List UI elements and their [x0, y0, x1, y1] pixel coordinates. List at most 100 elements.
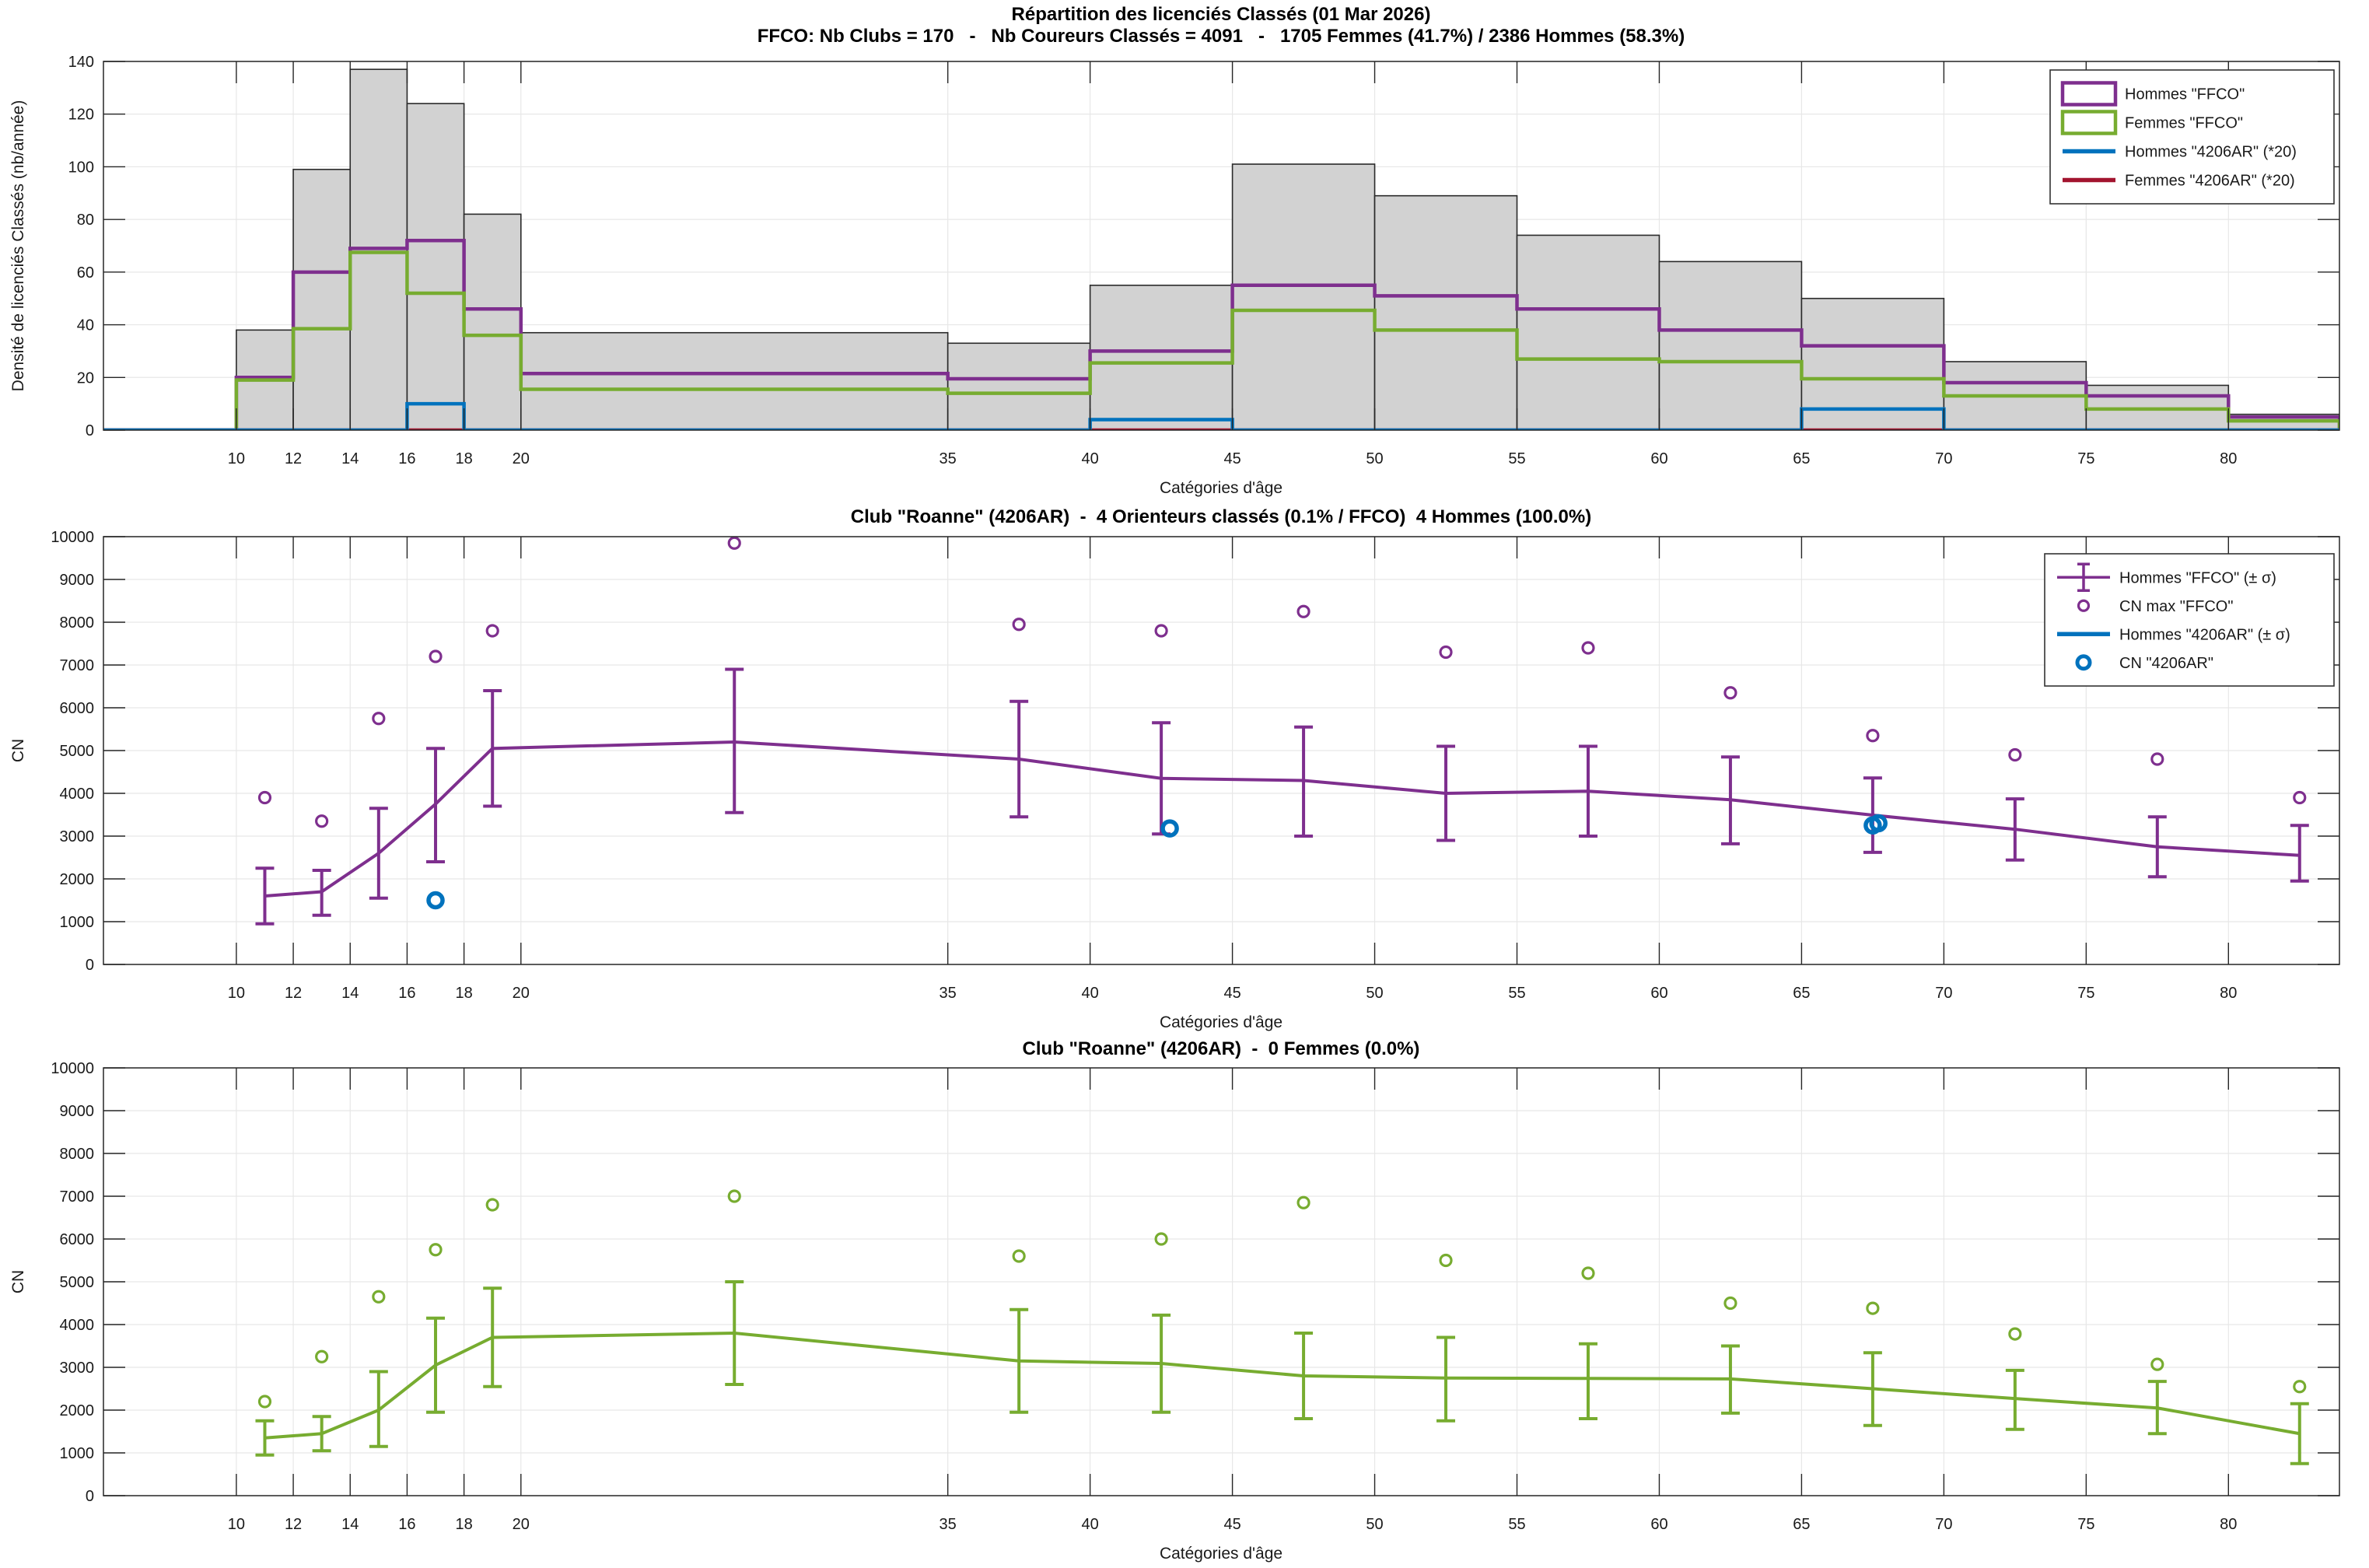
y-tick-label: 4000	[60, 1317, 95, 1334]
legend-label: Hommes "FFCO"	[2125, 86, 2245, 103]
chart2-title: Club "Roanne" (4206AR) - 4 Orienteurs cl…	[851, 506, 1591, 527]
legend-label: Hommes "4206AR" (± σ)	[2119, 626, 2290, 643]
step-line	[103, 250, 2339, 430]
x-tick-label: 40	[1082, 450, 1099, 467]
x-tick-label: 50	[1366, 985, 1383, 1002]
y-tick-label: 120	[68, 107, 94, 124]
hommes-cn-plot: 10 12 14 16 18 20 35 40 45 50 55 60 65 70 75 80 0 1000 200…	[51, 529, 2340, 1002]
chart1-subtitle: FFCO: Nb Clubs = 170 - Nb Coureurs Class…	[758, 26, 1685, 47]
legend-label: Hommes "4206AR" (*20)	[2125, 144, 2297, 161]
y-tick-label: 4000	[60, 786, 95, 803]
x-tick-label: 55	[1508, 985, 1525, 1002]
cn-max-marker	[2008, 1327, 2022, 1341]
club-cn-marker	[1160, 819, 1179, 838]
chart1-title: Répartition des licenciés Classés (01 Ma…	[1012, 4, 1431, 25]
x-tick-label: 55	[1508, 450, 1525, 467]
femmes-cn-plot: 10 12 14 16 18 20 35 40 45 50 55 60 65 70 75 80 0 1000 200…	[51, 1060, 2340, 1533]
legend-rect-glyph	[2060, 81, 2118, 107]
x-tick-label: 18	[455, 985, 472, 1002]
y-tick-label: 1000	[60, 1445, 95, 1462]
x-tick-label: 16	[398, 450, 415, 467]
x-tick-label: 12	[285, 985, 302, 1002]
y-tick-label: 0	[86, 957, 94, 974]
x-tick-label: 14	[341, 450, 359, 467]
x-tick-label: 35	[940, 450, 957, 467]
y-tick-label: 3000	[60, 828, 95, 845]
cn-max-marker	[1439, 1253, 1453, 1268]
y-tick-label: 40	[77, 317, 94, 334]
legend-box	[2044, 553, 2335, 687]
y-tick-label: 5000	[60, 743, 95, 760]
y-tick-label: 60	[77, 264, 94, 282]
histogram-bar	[947, 342, 1091, 430]
chart1-xlabel: Catégories d'âge	[1160, 479, 1282, 497]
y-tick-label: 1000	[60, 914, 95, 931]
cn-max-marker	[1723, 686, 1737, 700]
x-tick-label: 10	[228, 985, 245, 1002]
x-tick-label: 45	[1223, 985, 1240, 1002]
histogram-bar	[520, 331, 949, 430]
x-tick-label: 60	[1650, 450, 1667, 467]
y-tick-label: 80	[77, 212, 94, 229]
histogram-bar	[292, 169, 352, 430]
x-tick-label: 10	[228, 450, 245, 467]
histogram-bar	[1089, 284, 1233, 430]
chart3-xlabel: Catégories d'âge	[1160, 1545, 1282, 1563]
chart2-ylabel: CN	[9, 739, 27, 762]
y-tick-label: 140	[68, 54, 94, 71]
cn-max-marker	[2293, 790, 2307, 805]
x-tick-label: 20	[513, 450, 530, 467]
histogram-bar	[463, 213, 522, 430]
x-tick-label: 75	[2077, 450, 2094, 467]
x-tick-label: 50	[1366, 1516, 1383, 1533]
legend-label: CN max "FFCO"	[2119, 598, 2233, 615]
x-tick-label: 18	[455, 450, 472, 467]
x-tick-label: 14	[341, 985, 359, 1002]
y-tick-label: 9000	[60, 572, 95, 589]
x-tick-label: 35	[940, 985, 957, 1002]
x-tick-label: 60	[1650, 1516, 1667, 1533]
x-tick-label: 10	[228, 1516, 245, 1533]
x-tick-label: 65	[1793, 985, 1810, 1002]
x-tick-label: 18	[455, 1516, 472, 1533]
x-tick-label: 70	[1935, 985, 1952, 1002]
cn-max-marker	[1581, 641, 1595, 655]
mean-line	[264, 740, 2300, 898]
cn-max-marker	[1296, 604, 1310, 618]
cn-max-marker	[1866, 729, 1880, 743]
y-tick-label: 0	[86, 1488, 94, 1505]
y-tick-label: 5000	[60, 1274, 95, 1291]
histogram-bar	[1516, 234, 1660, 430]
cn-max-marker	[1154, 624, 1168, 638]
x-tick-label: 55	[1508, 1516, 1525, 1533]
cn-max-marker	[429, 1243, 443, 1257]
y-tick-label: 100	[68, 159, 94, 176]
cn-max-marker	[485, 624, 499, 638]
x-tick-label: 45	[1223, 1516, 1240, 1533]
cn-max-marker	[2293, 1380, 2307, 1394]
legend-label: CN "4206AR"	[2119, 655, 2213, 672]
histogram-bar	[1373, 194, 1518, 430]
legend-label: Femmes "FFCO"	[2125, 115, 2243, 132]
cn-max-marker	[727, 536, 741, 550]
histogram-bar	[406, 103, 465, 430]
club-cn-marker	[1869, 814, 1888, 833]
x-tick-label: 16	[398, 1516, 415, 1533]
x-tick-label: 70	[1935, 450, 1952, 467]
y-tick-label: 6000	[60, 1231, 95, 1248]
y-tick-label: 7000	[60, 1188, 95, 1206]
cn-max-marker	[1866, 1301, 1880, 1315]
cn-max-marker	[2150, 1357, 2164, 1371]
histogram-bar	[1658, 261, 1803, 430]
cn-max-marker	[315, 814, 329, 828]
cn-max-marker	[1296, 1195, 1310, 1209]
cn-max-marker	[1723, 1296, 1737, 1311]
cn-max-marker	[485, 1198, 499, 1212]
cn-max-marker	[2008, 747, 2022, 762]
y-tick-label: 9000	[60, 1103, 95, 1120]
cn-max-marker	[1581, 1266, 1595, 1280]
chart3-ylabel: CN	[9, 1270, 27, 1293]
x-tick-label: 75	[2077, 1516, 2094, 1533]
